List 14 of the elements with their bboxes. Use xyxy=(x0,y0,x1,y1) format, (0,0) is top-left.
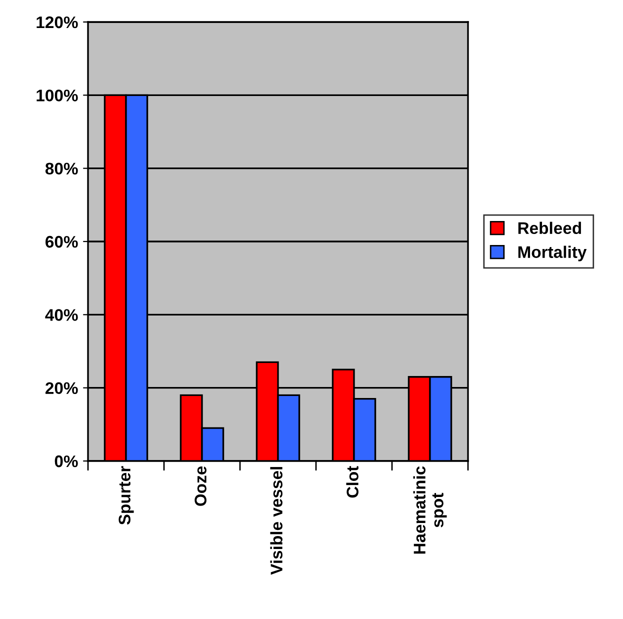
y-tick-label: 80% xyxy=(45,162,78,175)
x-tick-label: Clot xyxy=(346,466,358,498)
y-tick-label: 40% xyxy=(45,309,78,321)
legend-label: Mortality xyxy=(518,246,587,262)
y-tick-label: 20% xyxy=(46,382,78,394)
x-tick-label: Ooze xyxy=(194,466,206,506)
x-tick-label: Haematinic spot xyxy=(413,466,447,554)
y-tick-label: 120% xyxy=(36,16,78,28)
y-tick-label: 100% xyxy=(36,90,78,102)
x-tick-label: Visible vessel xyxy=(270,467,282,575)
x-tick-label: Spurter xyxy=(118,466,134,525)
y-tick-label: 0% xyxy=(54,455,78,468)
y-tick-label: 60% xyxy=(46,236,78,248)
legend-label: Rebleed xyxy=(518,222,582,234)
